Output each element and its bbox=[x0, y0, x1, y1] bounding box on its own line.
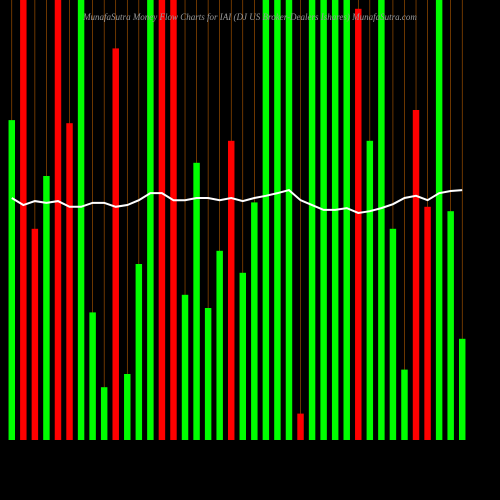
bar bbox=[412, 110, 420, 440]
bar bbox=[389, 228, 397, 440]
bar bbox=[54, 0, 62, 440]
bar bbox=[124, 374, 131, 440]
bar bbox=[262, 0, 270, 440]
bar bbox=[285, 0, 293, 440]
bar bbox=[89, 312, 96, 440]
bar bbox=[8, 120, 16, 441]
bar bbox=[435, 0, 443, 440]
bar bbox=[251, 202, 258, 440]
chart-title: MunafaSutra Money Flow Charts for IAI (D… bbox=[82, 12, 417, 22]
bar bbox=[135, 264, 143, 440]
bar bbox=[320, 0, 327, 440]
bar bbox=[308, 0, 316, 440]
bar bbox=[447, 211, 454, 440]
bar bbox=[204, 308, 212, 440]
bar bbox=[112, 48, 119, 441]
bar bbox=[31, 228, 39, 440]
bar bbox=[147, 0, 154, 440]
bar bbox=[193, 162, 200, 441]
bar bbox=[170, 0, 177, 440]
bar bbox=[378, 0, 385, 440]
bar bbox=[100, 387, 108, 440]
bar bbox=[343, 0, 350, 440]
bar bbox=[66, 123, 73, 440]
bar bbox=[77, 0, 85, 440]
bar bbox=[331, 0, 339, 440]
bar bbox=[239, 272, 247, 440]
bar bbox=[424, 206, 431, 440]
bar bbox=[227, 140, 235, 441]
bar bbox=[158, 0, 166, 440]
bar bbox=[181, 294, 189, 440]
bar bbox=[274, 0, 281, 440]
bar bbox=[458, 338, 466, 440]
money-flow-line bbox=[11, 188, 463, 214]
bar bbox=[401, 369, 408, 440]
bar bbox=[366, 140, 374, 441]
bar bbox=[43, 176, 50, 440]
bar bbox=[355, 8, 362, 441]
bar bbox=[20, 0, 27, 440]
bar bbox=[297, 413, 304, 440]
bar bbox=[216, 250, 223, 440]
